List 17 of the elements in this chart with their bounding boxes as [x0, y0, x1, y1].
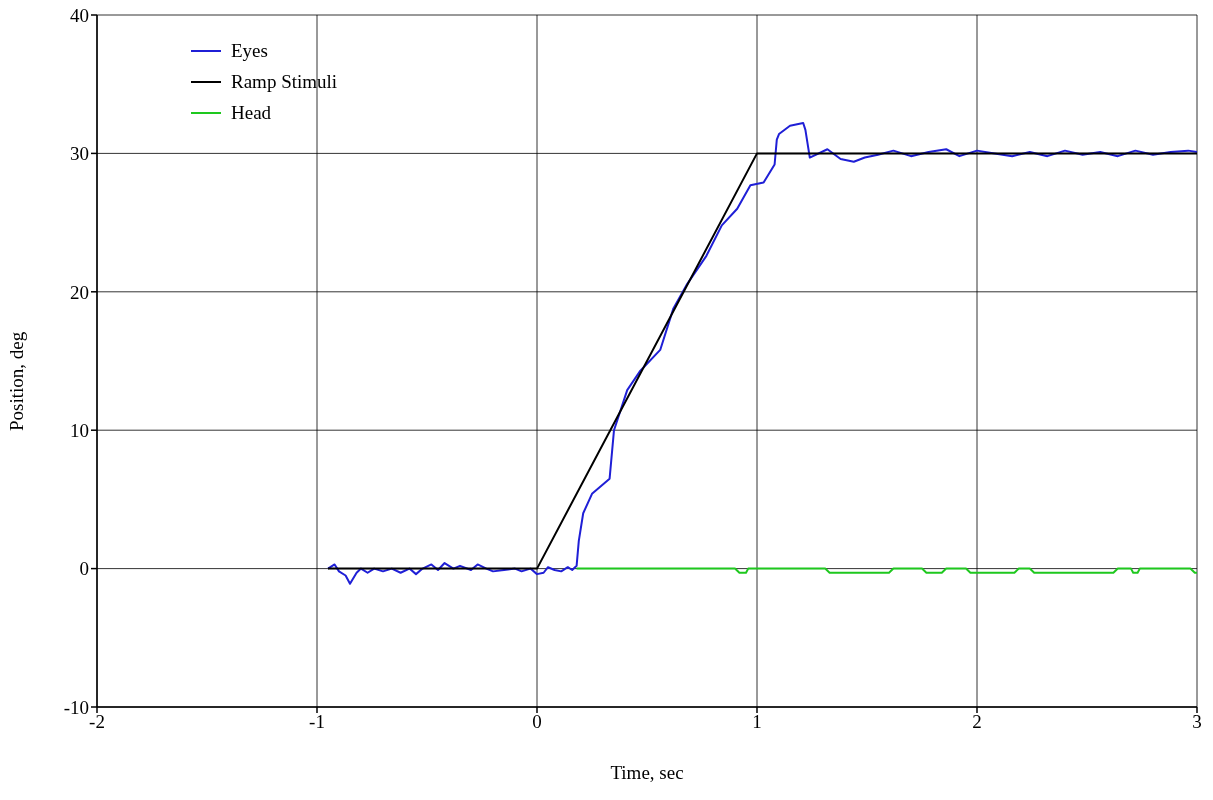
- x-axis-title: Time, sec: [610, 762, 684, 783]
- y-tick-label: -10: [63, 696, 89, 718]
- legend-label: Head: [231, 101, 272, 124]
- legend-label: Eyes: [231, 39, 268, 62]
- y-tick-label: 40: [70, 4, 89, 26]
- x-tick-label: -2: [89, 711, 105, 733]
- y-tick-label: 30: [70, 143, 89, 165]
- y-tick-label: 10: [70, 419, 89, 441]
- y-tick-label: 20: [70, 281, 89, 303]
- x-tick-label: 1: [752, 711, 762, 733]
- x-tick-label: -1: [309, 711, 325, 733]
- legend-label: Ramp Stimuli: [231, 70, 338, 93]
- x-tick-label: 3: [1192, 711, 1202, 733]
- y-tick-label: 0: [79, 558, 89, 580]
- x-tick-label: 0: [532, 711, 542, 733]
- y-axis-title: Position, deg: [5, 331, 27, 431]
- x-tick-label: 2: [972, 711, 982, 733]
